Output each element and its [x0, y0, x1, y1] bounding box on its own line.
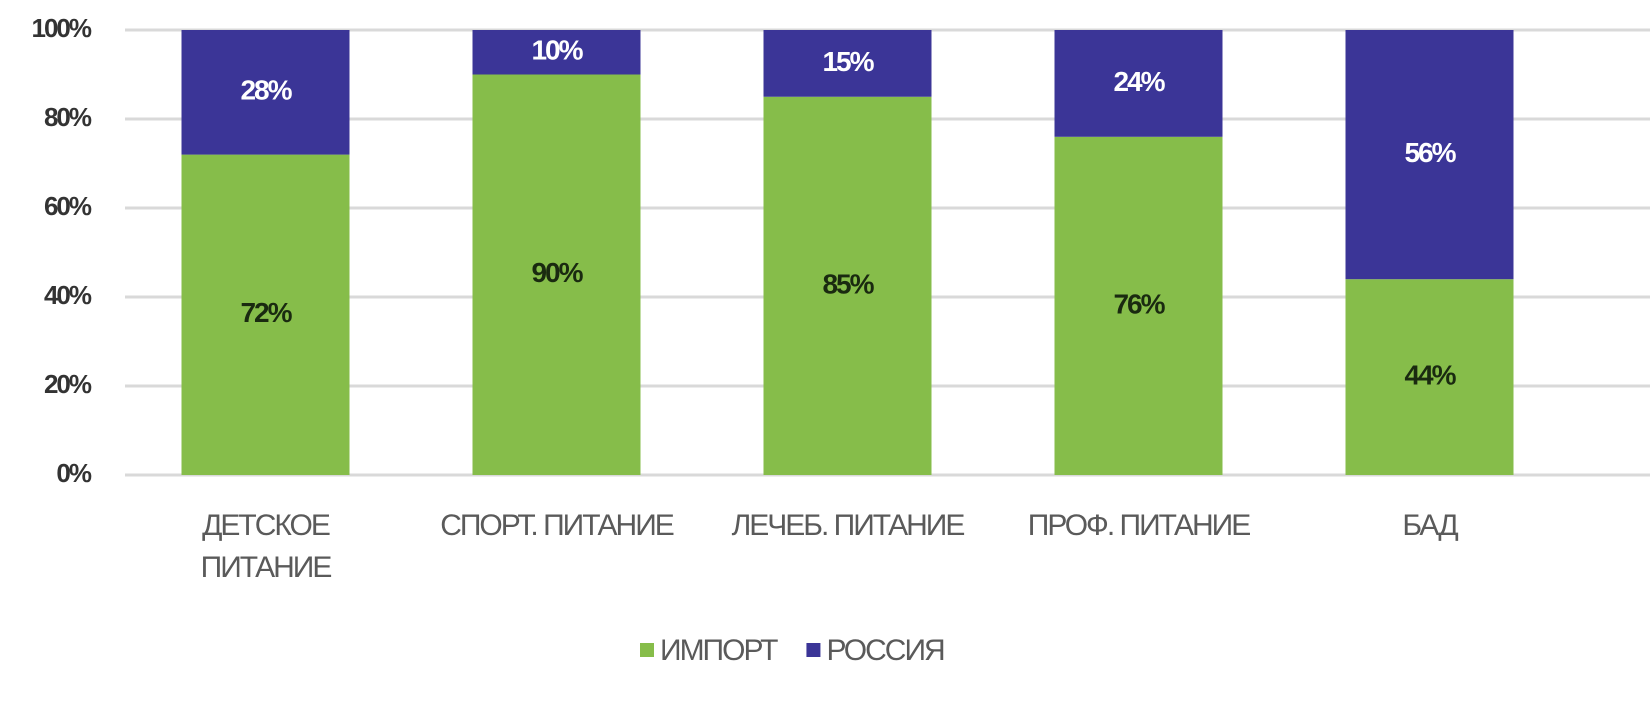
- data-label: 72%: [240, 297, 292, 328]
- data-label: 15%: [822, 46, 874, 77]
- legend-label: ИМПОРТ: [660, 634, 778, 667]
- bar-segment: [472, 74, 641, 475]
- legend-swatch: [806, 643, 821, 657]
- bar-segment: [181, 30, 350, 155]
- bar-segment: [1345, 30, 1514, 280]
- legend-label: РОССИЯ: [826, 634, 944, 667]
- y-tick-label: 40%: [44, 280, 92, 310]
- y-tick-label: 100%: [32, 13, 92, 43]
- x-tick-label: ДЕТСКОЕ ПИТАНИЕ: [200, 509, 333, 584]
- data-label: 56%: [1404, 137, 1456, 168]
- bar-segment: [1054, 30, 1223, 137]
- data-label: 76%: [1113, 288, 1165, 319]
- bar-segment: [763, 30, 932, 97]
- y-tick-label: 0%: [56, 458, 91, 488]
- x-tick-label: ПРОФ. ПИТАНИЕ: [1027, 509, 1251, 542]
- x-tick-label: СПОРТ. ПИТАНИЕ: [440, 509, 675, 542]
- data-label: 24%: [1113, 66, 1165, 97]
- x-tick-label: БАД: [1402, 509, 1458, 542]
- y-tick-label: 20%: [44, 369, 92, 399]
- data-label: 28%: [240, 75, 292, 106]
- x-tick-label: ЛЕЧЕБ. ПИТАНИЕ: [731, 509, 966, 542]
- data-label: 10%: [531, 35, 583, 66]
- y-tick-label: 80%: [44, 102, 92, 132]
- bar-segment: [181, 154, 350, 475]
- bar-segment: [1345, 279, 1514, 475]
- bar-segment: [763, 96, 932, 475]
- bar-segment: [1054, 136, 1223, 476]
- y-tick-label: 60%: [44, 191, 92, 221]
- data-label: 85%: [822, 268, 874, 299]
- data-label: 44%: [1404, 359, 1456, 390]
- data-label: 90%: [531, 257, 583, 288]
- legend-swatch: [640, 643, 654, 657]
- bar-segment: [472, 30, 641, 75]
